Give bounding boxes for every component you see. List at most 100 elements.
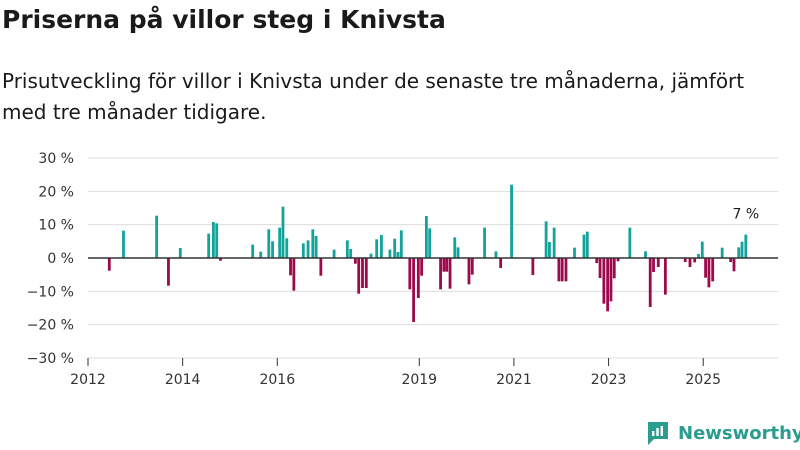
bar [155, 215, 159, 258]
value-annotation: 7 % [732, 207, 759, 223]
bar [122, 230, 125, 258]
bar [412, 258, 415, 322]
y-tick-label: 30 % [38, 151, 74, 167]
bar [697, 254, 700, 258]
bar [357, 258, 361, 294]
bar [364, 258, 368, 288]
bar [332, 249, 336, 258]
y-tick-label: 20 % [38, 184, 74, 200]
bar [396, 252, 400, 258]
bar [737, 247, 741, 258]
x-tick-label: 2021 [496, 372, 532, 388]
bar [416, 258, 420, 298]
bar [375, 239, 379, 258]
y-tick-label: −20 % [27, 318, 74, 334]
x-tick-label: 2025 [685, 372, 721, 388]
bar [408, 258, 412, 290]
bar [711, 258, 715, 282]
bar [267, 229, 271, 258]
bar [499, 258, 503, 268]
bar [467, 258, 471, 285]
bar [399, 230, 403, 258]
bar [453, 237, 457, 258]
bar [700, 241, 704, 258]
bar [353, 258, 357, 264]
bar [361, 258, 364, 288]
bar [278, 227, 282, 258]
bar [729, 258, 733, 262]
x-tick-label: 2016 [259, 372, 295, 388]
annotations: 7 % [732, 207, 759, 223]
bar [314, 236, 318, 258]
bar [552, 227, 556, 258]
bar [644, 251, 647, 258]
bar [656, 258, 660, 267]
bar [442, 258, 446, 272]
y-axis-ticks: 30 % 20 % 10 % 0 % −10 % −20 % −30 % [27, 151, 74, 367]
bar [301, 243, 305, 258]
bar [606, 258, 610, 312]
bar [212, 222, 215, 258]
x-tick-label: 2023 [591, 372, 627, 388]
bar [573, 247, 576, 258]
bar [349, 249, 353, 258]
bar [207, 233, 211, 258]
newsworthy-logo-icon [648, 422, 668, 445]
bar [292, 258, 296, 291]
chart-title: Priserna på villor steg i Knivsta [2, 5, 446, 34]
bar [732, 258, 736, 272]
bar [548, 242, 551, 258]
bar [470, 258, 474, 275]
bar [612, 258, 616, 279]
bar [215, 223, 219, 258]
bar [388, 249, 392, 258]
bar [582, 234, 586, 258]
bar [271, 241, 274, 258]
bar [693, 258, 697, 263]
bar [456, 247, 460, 258]
bar [683, 258, 687, 262]
bar [311, 229, 315, 258]
bar [319, 258, 323, 276]
bar [663, 258, 667, 295]
bar [259, 251, 263, 258]
bar [494, 251, 498, 258]
bar [420, 258, 424, 276]
x-tick-label: 2019 [401, 372, 437, 388]
y-tick-label: −30 % [27, 351, 74, 367]
bar [688, 258, 692, 267]
gridlines [88, 157, 778, 359]
bar [424, 216, 428, 258]
bar [369, 253, 373, 258]
bar [740, 241, 744, 258]
bar [560, 258, 564, 282]
x-tick-label: 2014 [165, 372, 201, 388]
bar [707, 258, 711, 288]
bar [595, 258, 599, 263]
bar [393, 238, 397, 258]
x-axis-ticks: 2012 2014 2016 2019 2021 2023 2025 [70, 358, 721, 388]
bar [557, 258, 561, 282]
bar [219, 258, 222, 261]
bar [178, 248, 182, 258]
y-tick-label: 10 % [38, 218, 74, 234]
bar [380, 235, 383, 258]
bar [281, 206, 285, 258]
brand-name: Newsworthy [678, 422, 800, 444]
bar [483, 227, 486, 258]
bar [652, 258, 655, 272]
x-tick-label: 2012 [70, 372, 106, 388]
bar [704, 258, 707, 278]
bar [289, 258, 292, 276]
bar [648, 258, 652, 307]
bar [544, 221, 548, 258]
bar [285, 238, 289, 258]
bar [510, 184, 513, 258]
bar [564, 258, 568, 282]
bar [616, 258, 620, 262]
y-tick-label: −10 % [27, 284, 74, 300]
bar [448, 258, 452, 289]
chart-subtitle: Prisutveckling för villor i Knivsta unde… [2, 69, 745, 124]
bar [744, 234, 748, 258]
